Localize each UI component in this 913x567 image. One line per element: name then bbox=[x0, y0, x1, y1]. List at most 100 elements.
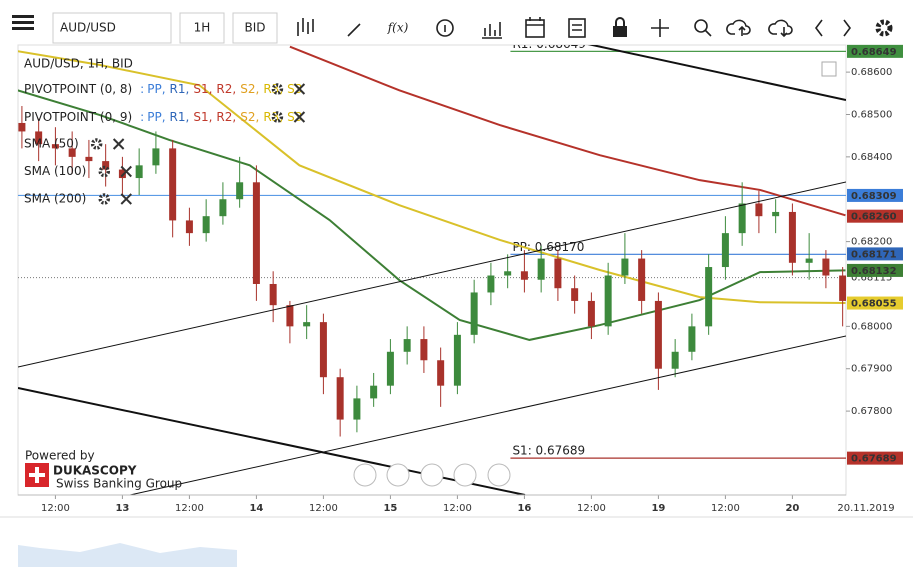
pivot-comma: , bbox=[232, 82, 236, 96]
pivot-name: PIVOTPOINT (0, 9) bbox=[24, 110, 132, 124]
pivot-separator: : bbox=[140, 110, 144, 124]
plot: R1: 0.68649 PP: 0.68170 S1: 0.67689 bbox=[18, 37, 846, 459]
x-tick-label: 12:00 bbox=[443, 503, 472, 514]
fit[interactable] bbox=[420, 463, 444, 487]
candle-body bbox=[721, 233, 729, 268]
y-tick-label: 0.68000 bbox=[851, 321, 892, 332]
price-tag-label: 0.68260 bbox=[851, 212, 897, 223]
pivot-comma: , bbox=[232, 110, 236, 124]
candle-body bbox=[537, 258, 545, 280]
remove-button[interactable] bbox=[293, 111, 306, 123]
price-tag bbox=[847, 247, 903, 261]
settings-button[interactable] bbox=[90, 138, 103, 150]
candle-body bbox=[688, 326, 696, 352]
scroll-right[interactable] bbox=[487, 463, 511, 487]
candle-body bbox=[587, 300, 595, 327]
candle-body bbox=[236, 182, 244, 200]
y-tick-label: 0.68200 bbox=[851, 237, 892, 248]
pivot-level: R2 bbox=[216, 110, 232, 124]
candle-body bbox=[504, 271, 512, 276]
candle-body bbox=[437, 360, 445, 386]
menu-button[interactable] bbox=[12, 15, 34, 30]
y-tick-label: 0.67800 bbox=[851, 406, 892, 417]
indicators-icon[interactable]: f(x) bbox=[387, 21, 409, 35]
candle-body bbox=[805, 258, 813, 263]
candle-body bbox=[386, 351, 394, 386]
settings-icon[interactable] bbox=[875, 19, 893, 37]
next-icon[interactable] bbox=[843, 19, 851, 37]
candle-body bbox=[35, 131, 43, 145]
pivot-level: S3 bbox=[287, 82, 302, 96]
chart-type-icon[interactable] bbox=[297, 18, 314, 36]
pivot-level: S1 bbox=[193, 110, 208, 124]
upload-icon[interactable] bbox=[726, 19, 751, 36]
candle-body bbox=[772, 211, 780, 217]
zoom-in[interactable] bbox=[453, 463, 477, 487]
report-icon[interactable] bbox=[568, 18, 586, 38]
draw-icon[interactable] bbox=[347, 23, 361, 37]
prev-icon[interactable] bbox=[815, 19, 823, 37]
last-price-label: 0.68115 bbox=[851, 273, 892, 284]
pivot-comma: , bbox=[186, 110, 190, 124]
candle-body bbox=[370, 385, 378, 399]
symbol-input[interactable] bbox=[52, 12, 172, 44]
candle-body bbox=[68, 148, 76, 157]
zoom-out[interactable] bbox=[386, 463, 410, 487]
side-button[interactable] bbox=[232, 12, 278, 44]
pivot-level: PP bbox=[147, 110, 161, 124]
date-label: 20.11.2019 bbox=[837, 503, 894, 514]
sma-legend: SMA (200) bbox=[24, 192, 86, 206]
candle-body bbox=[638, 258, 646, 301]
toolbar: AUD/USD 1H BID f(x) bbox=[0, 0, 913, 45]
candle-body bbox=[403, 339, 411, 352]
powered-by: Powered by bbox=[25, 449, 95, 463]
pivot-comma: , bbox=[162, 110, 166, 124]
candle-body bbox=[135, 165, 143, 179]
calendar-icon[interactable] bbox=[525, 17, 545, 38]
settings-button[interactable] bbox=[98, 193, 111, 205]
level-label: PP: 0.68170 bbox=[512, 240, 584, 254]
candle-body bbox=[152, 148, 160, 166]
x-tick-label: 12:00 bbox=[41, 503, 70, 514]
candle-body bbox=[520, 271, 528, 280]
x-tick-label: 20 bbox=[785, 503, 799, 514]
settings-button[interactable] bbox=[98, 165, 111, 178]
export-button[interactable] bbox=[821, 61, 837, 77]
scroll-left[interactable] bbox=[353, 463, 377, 487]
zoom-icon[interactable] bbox=[694, 19, 712, 37]
crosshair-icon[interactable] bbox=[651, 19, 669, 37]
download-icon[interactable] bbox=[768, 19, 793, 38]
period: 1H bbox=[194, 21, 211, 35]
sma-line bbox=[289, 45, 846, 217]
pivot-level: S2 bbox=[240, 82, 255, 96]
candle-body bbox=[755, 203, 763, 217]
bars-icon[interactable] bbox=[482, 22, 502, 39]
brand-name: DUKASCOPY bbox=[53, 464, 137, 478]
x-tick-label: 12:00 bbox=[711, 503, 740, 514]
side: BID bbox=[244, 21, 265, 35]
pivot-level: R2 bbox=[216, 82, 232, 96]
settings-button[interactable] bbox=[271, 83, 284, 95]
candle-body bbox=[470, 292, 478, 335]
level-label: R1: 0.68649 bbox=[512, 37, 585, 51]
remove-button[interactable] bbox=[120, 193, 132, 205]
price-tag bbox=[847, 296, 903, 310]
brand-tagline: Swiss Banking Group bbox=[56, 477, 182, 491]
candle-body bbox=[738, 203, 746, 234]
candle-body bbox=[51, 144, 59, 149]
info-icon[interactable] bbox=[436, 19, 454, 37]
candle-body bbox=[252, 182, 260, 284]
settings-button[interactable] bbox=[271, 111, 284, 123]
remove-button[interactable] bbox=[120, 165, 132, 178]
price-tag-label: 0.67689 bbox=[851, 454, 897, 465]
lock-icon[interactable] bbox=[613, 17, 627, 37]
remove-button[interactable] bbox=[112, 138, 125, 150]
pivot-level: R1 bbox=[170, 110, 186, 124]
period-button[interactable] bbox=[179, 12, 225, 44]
remove-button[interactable] bbox=[293, 83, 306, 95]
pivot-level: S2 bbox=[240, 110, 255, 124]
candle-body bbox=[85, 156, 93, 162]
candle-body bbox=[353, 398, 361, 420]
candle-body bbox=[185, 220, 193, 234]
